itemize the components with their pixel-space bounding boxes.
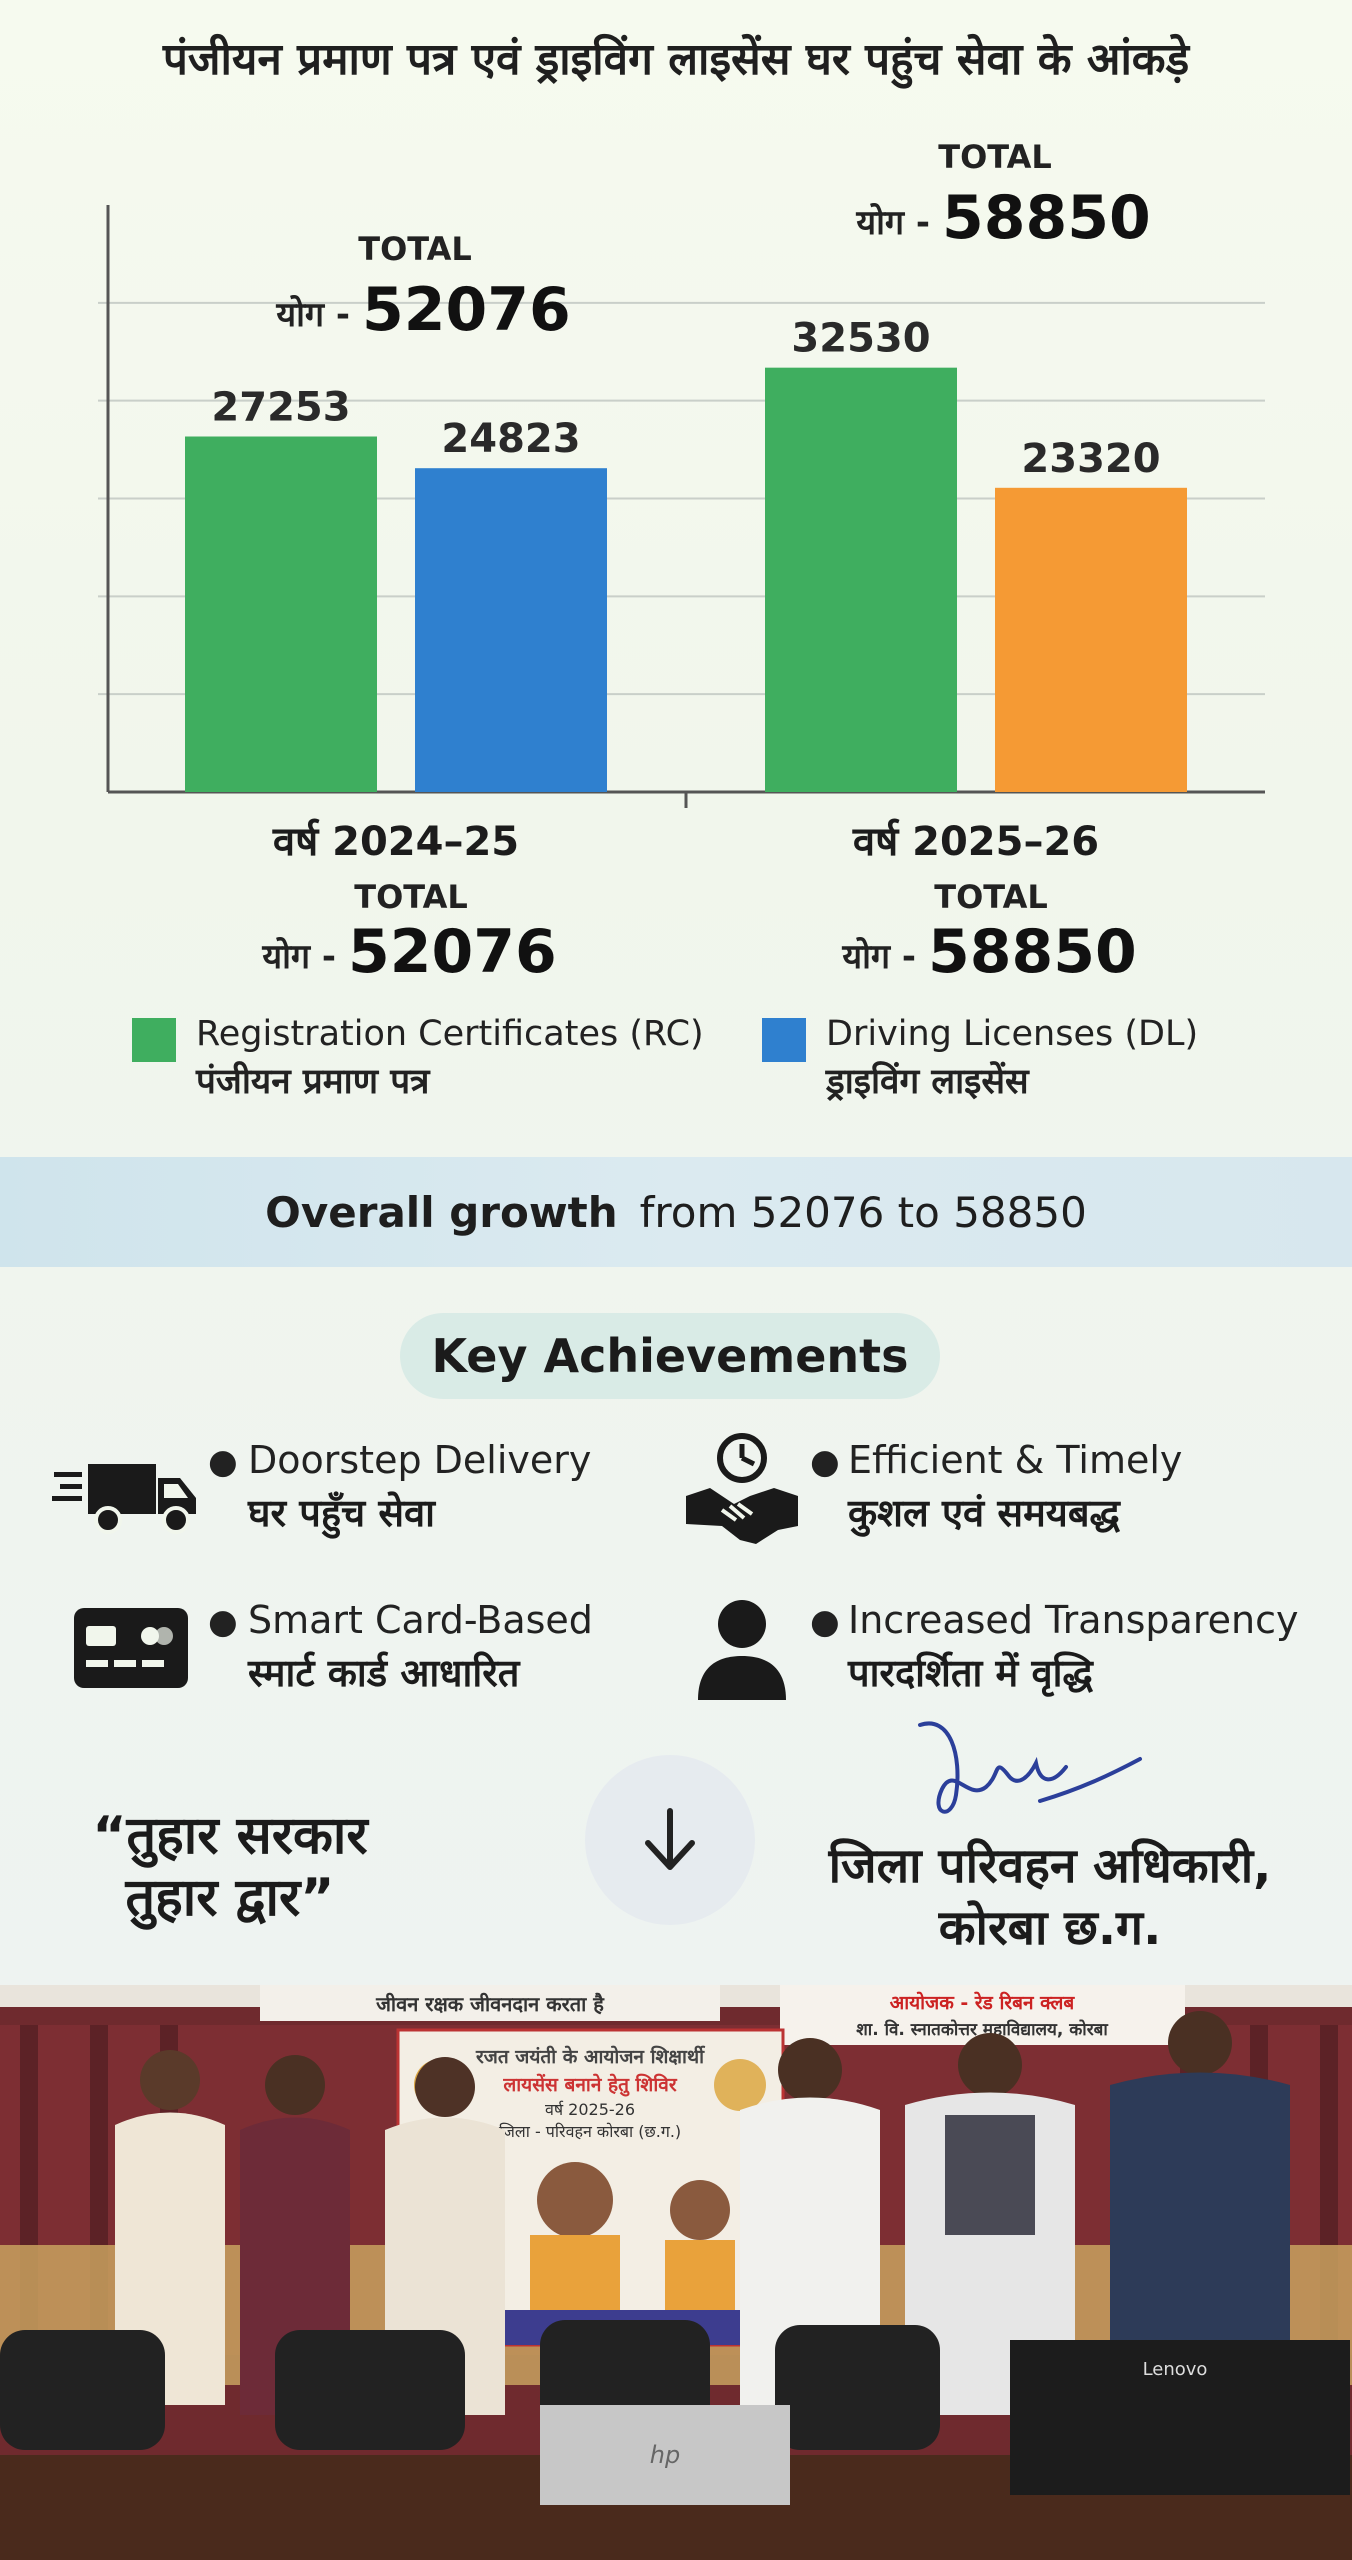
scroll-down-button[interactable] — [585, 1755, 755, 1925]
achievement-3-en: Smart Card-Based — [248, 1598, 593, 1642]
total-value-upper: 58850 — [942, 183, 1151, 253]
banner-line-3: वर्ष 2025-26 — [545, 2100, 635, 2119]
signature — [918, 1721, 1142, 1814]
bar-value-label: 23320 — [1021, 436, 1160, 482]
total-value-upper: 52076 — [362, 275, 571, 345]
achievement-4-hi: पारदर्शिता में वृद्धि — [848, 1651, 1093, 1695]
total-value-lower: 52076 — [348, 917, 557, 987]
total-prefix-upper: योग - — [275, 294, 350, 335]
banner-line-2: लायसेंस बनाने हेतु शिविर — [502, 2073, 677, 2097]
achievements-heading: Key Achievements — [400, 1313, 940, 1399]
achievement-1-hi: घर पहुँच सेवा — [248, 1491, 436, 1535]
legend-rc-en: Registration Certificates (RC) — [196, 1014, 704, 1054]
legend-dl-hi: ड्राइविंग लाइसेंस — [826, 1062, 1029, 1102]
achievement-3-hi: स्मार्ट कार्ड आधारित — [248, 1651, 520, 1695]
achievement-1-en: Doorstep Delivery — [248, 1438, 592, 1482]
bar-value-label: 32530 — [791, 316, 930, 362]
total-caption-upper: TOTAL — [358, 230, 472, 268]
clock-handshake-icon — [686, 1433, 798, 1544]
arrow-down-icon — [645, 1808, 695, 1870]
growth-text: from 52076 to 58850 — [639, 1187, 1087, 1237]
category-label: वर्ष 2025–26 — [852, 818, 1099, 865]
achievement-4-en: Increased Transparency — [848, 1598, 1299, 1642]
chairs-and-table: hp Lenovo — [0, 2320, 1352, 2560]
bar-value-label: 24823 — [441, 416, 580, 462]
officer-line-2: कोरबा छ.ग. — [938, 1900, 1162, 1956]
achievement-2-en: Efficient & Timely — [848, 1438, 1183, 1482]
photo-sign-right-2: शा. वि. स्नातकोत्तर महाविद्यालय, कोरबा — [856, 2019, 1108, 2040]
legend-rc-swatch — [132, 1018, 176, 1062]
smart-card-icon — [74, 1608, 188, 1688]
camp-photo: जीवन रक्षक जीवनदान करता है आयोजक - रेड र… — [0, 1985, 1352, 2560]
growth-banner: Overall growth from 52076 to 58850 — [0, 1157, 1352, 1267]
total-prefix-lower: योग - — [841, 936, 916, 977]
banner-line-1: रजत जयंती के आयोजन शिक्षार्थी — [475, 2045, 706, 2068]
slogan-line-2: तुहार द्वार” — [125, 1868, 335, 1928]
total-caption-lower: TOTAL — [354, 878, 468, 916]
total-prefix-upper: योग - — [855, 202, 930, 243]
delivery-truck-icon — [52, 1464, 196, 1534]
legend-dl-en: Driving Licenses (DL) — [826, 1014, 1199, 1054]
total-caption-upper: TOTAL — [938, 138, 1052, 176]
photo-sign-right-1: आयोजक - रेड रिबन क्लब — [890, 1991, 1076, 2014]
growth-label: Overall growth — [265, 1187, 618, 1237]
officer-designation: जिला परिवहन अधिकारी, कोरबा छ.ग. — [800, 1835, 1300, 1959]
slogan: “तुहार सरकार तुहार द्वार” — [55, 1805, 405, 1929]
total-caption-lower: TOTAL — [934, 878, 1048, 916]
page-title: पंजीयन प्रमाण पत्र एवं ड्राइविंग लाइसेंस… — [162, 34, 1190, 85]
laptop-brand-left: hp — [650, 2441, 680, 2469]
legend-dl-swatch — [762, 1018, 806, 1062]
bar-rc-1 — [185, 436, 377, 792]
bar-dl-2 — [995, 487, 1187, 792]
total-prefix-lower: योग - — [261, 936, 336, 977]
achievement-2-hi: कुशल एवं समयबद्ध — [848, 1491, 1120, 1535]
bar-rc-2 — [765, 367, 957, 792]
bar-value-label: 27253 — [211, 384, 350, 430]
legend-rc-hi: पंजीयन प्रमाण पत्र — [196, 1062, 430, 1102]
bar-dl-1 — [415, 468, 607, 792]
photo-sign-left: जीवन रक्षक जीवनदान करता है — [375, 1992, 605, 2016]
laptop-brand-right: Lenovo — [1143, 2359, 1208, 2380]
slogan-line-1: “तुहार सरकार — [92, 1806, 368, 1866]
people — [115, 2011, 1290, 2415]
banner-line-4: जिला - परिवहन कोरबा (छ.ग.) — [499, 2122, 681, 2141]
infographic: पंजीयन प्रमाण पत्र एवं ड्राइविंग लाइसेंस… — [0, 0, 1352, 1985]
total-value-lower: 58850 — [928, 917, 1137, 987]
category-label: वर्ष 2024–25 — [272, 818, 519, 865]
officer-line-1: जिला परिवहन अधिकारी, — [828, 1838, 1272, 1894]
person-icon — [698, 1600, 786, 1700]
